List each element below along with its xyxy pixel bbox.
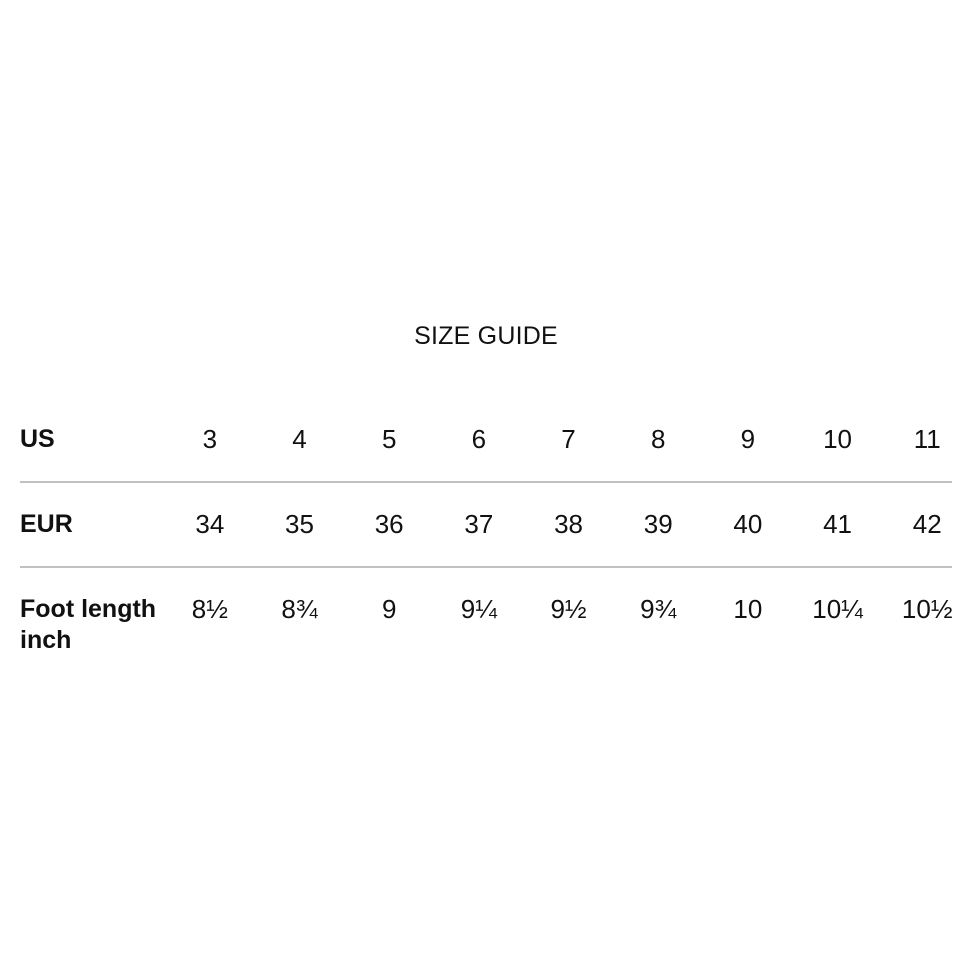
row-label-foot-length: Foot length inch: [20, 595, 157, 654]
us-size-cell: 10: [823, 424, 852, 454]
foot-length-cell: 9: [381, 594, 397, 624]
eur-size-cell: 40: [733, 509, 763, 539]
size-table: US 3 4 5 6 7 8 9 10 11 EUR 34 35 36 37 3…: [20, 398, 972, 682]
table-row-eur: EUR 34 35 36 37 38 39 40 41 42: [20, 483, 972, 566]
foot-length-cell: 8½: [191, 594, 228, 624]
row-label-eur: EUR: [20, 510, 73, 538]
foot-length-cell: 8¾: [281, 594, 318, 624]
row-divider: [20, 566, 952, 568]
eur-size-cell: 42: [912, 509, 942, 539]
foot-length-cell: 9¾: [640, 594, 677, 624]
eur-size-cell: 39: [643, 509, 673, 539]
row-label-us: US: [20, 425, 55, 453]
row-divider: [20, 481, 952, 483]
table-row-foot-length: Foot length inch 8½ 8¾ 9 9¼ 9½ 9¾ 10 10¼…: [20, 568, 972, 682]
eur-size-cell: 35: [285, 509, 314, 539]
us-size-cell: 11: [913, 424, 941, 454]
table-row-us: US 3 4 5 6 7 8 9 10 11: [20, 398, 972, 481]
us-size-cell: 6: [471, 424, 487, 454]
us-size-cell: 9: [740, 424, 756, 454]
eur-size-cell: 36: [374, 509, 404, 539]
eur-size-cell: 37: [464, 509, 494, 539]
foot-length-cell: 9½: [550, 594, 587, 624]
eur-size-cell: 41: [823, 509, 852, 539]
page-title: SIZE GUIDE: [414, 322, 558, 350]
us-size-cell: 5: [381, 424, 397, 454]
foot-length-cell: 10½: [901, 594, 953, 624]
us-size-cell: 7: [561, 424, 576, 454]
eur-size-cell: 38: [554, 509, 583, 539]
us-size-cell: 4: [292, 424, 307, 454]
foot-length-cell: 10: [733, 594, 763, 624]
foot-length-cell: 10¼: [812, 594, 863, 624]
foot-length-cell: 9¼: [460, 594, 497, 624]
eur-size-cell: 34: [195, 509, 225, 539]
us-size-cell: 8: [650, 424, 666, 454]
us-size-cell: 3: [202, 424, 218, 454]
